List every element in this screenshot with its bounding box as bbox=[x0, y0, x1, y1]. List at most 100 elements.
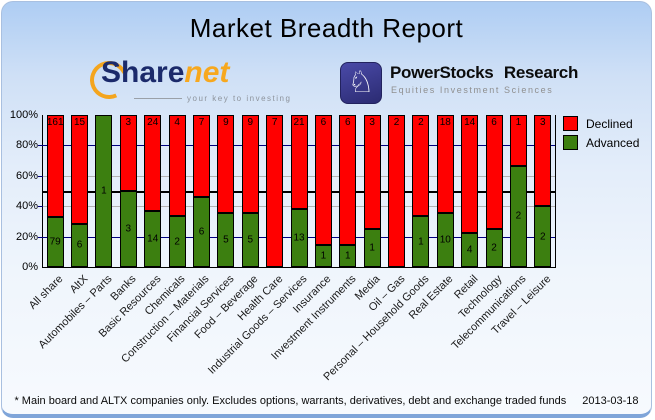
y-axis-label: 40% bbox=[15, 200, 38, 213]
footer-note: * Main board and ALTX companies only. Ex… bbox=[14, 395, 567, 407]
advanced-value: 10 bbox=[439, 234, 451, 246]
y-axis-tick bbox=[38, 236, 43, 238]
knight-icon: ♘ bbox=[347, 65, 375, 100]
bar-altx: 15 6 bbox=[71, 115, 89, 267]
x-axis-label: Food – Beverage bbox=[192, 273, 261, 342]
advanced-value: 6 bbox=[198, 226, 205, 238]
x-axis-label: Media bbox=[352, 273, 383, 303]
bar-industrial-goods-services: 21 13 bbox=[290, 115, 308, 267]
declined-value: 2 bbox=[393, 117, 400, 128]
page-title: Market Breadth Report bbox=[189, 13, 464, 43]
advanced-value: 4 bbox=[466, 244, 473, 256]
powerstocks-name: PowerStocks Research bbox=[390, 63, 579, 82]
bar-segment-declined: 7 bbox=[266, 115, 284, 267]
y-axis-tick bbox=[38, 206, 43, 208]
bar-segment-advanced: 1 bbox=[412, 216, 430, 267]
bar-segment-declined: 15 bbox=[71, 115, 89, 224]
x-axis-label: Insurance bbox=[291, 273, 334, 316]
bar-segment-declined: 9 bbox=[217, 115, 235, 213]
bar-health-care: 7 bbox=[266, 115, 284, 267]
bar-segment-declined: 24 bbox=[144, 115, 162, 211]
declined-value: 9 bbox=[223, 117, 229, 128]
advanced-value: 2 bbox=[491, 242, 497, 254]
declined-value: 2 bbox=[418, 117, 424, 128]
advanced-value: 1 bbox=[418, 236, 424, 248]
bar-segment-declined: 7 bbox=[192, 115, 210, 197]
legend-item-declined: Declined bbox=[563, 114, 639, 133]
advanced-value: 2 bbox=[174, 236, 180, 248]
x-axis-label: Travel – Leisure bbox=[489, 273, 554, 337]
x-axis-label: All share bbox=[26, 273, 66, 312]
bar-segment-advanced: 1 bbox=[314, 245, 332, 267]
bar-oil-gas: 2 bbox=[388, 115, 406, 267]
bar-segment-declined: 21 bbox=[290, 115, 308, 209]
bar-segment-advanced: 5 bbox=[217, 212, 235, 267]
bar-segment-declined: 1 bbox=[509, 115, 527, 166]
x-axis-label: Financial Services bbox=[164, 273, 237, 345]
y-axis-label: 80% bbox=[15, 139, 38, 152]
bar-segment-declined: 2 bbox=[412, 115, 430, 217]
declined-value: 6 bbox=[344, 117, 351, 128]
declined-value: 6 bbox=[491, 117, 497, 128]
advanced-value: 1 bbox=[344, 250, 351, 262]
bar-segment-declined: 3 bbox=[363, 115, 381, 229]
declined-value: 7 bbox=[271, 117, 278, 128]
powerstocks-logo: ♘ PowerStocks Research Equities Investme… bbox=[340, 60, 578, 110]
bar-segment-declined: 6 bbox=[339, 115, 357, 246]
advanced-value: 14 bbox=[147, 233, 159, 245]
x-axis-label: Retail bbox=[451, 273, 481, 302]
bar-segment-advanced: 1 bbox=[95, 115, 113, 267]
sharenet-wordmark: Sharenet bbox=[101, 56, 230, 89]
y-axis-label: 0% bbox=[22, 261, 38, 273]
y-axis-tick bbox=[38, 175, 43, 177]
bar-segment-advanced: 2 bbox=[534, 206, 552, 267]
bar-basic-resources: 24 14 bbox=[144, 115, 162, 267]
x-axis-label: Personal – Household Goods bbox=[321, 273, 432, 384]
bar-segment-advanced: 6 bbox=[71, 223, 89, 267]
powerstocks-badge: ♘ bbox=[340, 62, 382, 104]
advanced-value: 13 bbox=[293, 232, 305, 244]
bar-segment-declined: 18 bbox=[436, 115, 454, 213]
bar-segment-declined: 6 bbox=[314, 115, 332, 246]
bar-segment-declined: 161 bbox=[46, 115, 64, 217]
y-axis-label: 20% bbox=[15, 230, 38, 243]
footer: * Main board and ALTX companies only. Ex… bbox=[2, 395, 651, 407]
sharenet-tagline: your key to investing bbox=[187, 94, 292, 103]
bar-segment-advanced: 13 bbox=[290, 208, 308, 267]
declined-value: 18 bbox=[439, 117, 451, 128]
bar-segment-declined: 6 bbox=[485, 115, 503, 229]
sharenet-tagline-rule bbox=[134, 98, 182, 99]
advanced-value: 1 bbox=[369, 242, 375, 254]
bar-segment-advanced: 4 bbox=[461, 233, 479, 267]
x-axis-label: Technology bbox=[456, 273, 505, 321]
bar-segment-declined: 9 bbox=[241, 115, 259, 213]
bar-segment-advanced: 2 bbox=[168, 216, 186, 267]
declined-value: 3 bbox=[540, 117, 546, 128]
y-axis-tick bbox=[38, 145, 43, 147]
powerstocks-tagline: Equities Investment Sciences bbox=[391, 85, 554, 95]
bar-segment-declined: 2 bbox=[388, 115, 406, 267]
x-axis-label: Telecommunications bbox=[449, 273, 529, 352]
declined-value: 3 bbox=[125, 117, 132, 128]
bar-all-share: 161 79 bbox=[46, 115, 64, 267]
bar-segment-declined: 3 bbox=[534, 115, 552, 207]
sharenet-logo: Sharenet your key to investing bbox=[84, 55, 290, 112]
bar-segment-advanced: 2 bbox=[485, 229, 503, 267]
x-axis-label: Construction – Materials bbox=[119, 273, 212, 366]
x-axis-label: Health Care bbox=[235, 273, 286, 323]
x-axis-label: Banks bbox=[108, 273, 139, 304]
x-axis-label: AltX bbox=[67, 273, 91, 296]
legend: Declined Advanced bbox=[563, 114, 639, 152]
advanced-value: 6 bbox=[76, 239, 83, 251]
y-axis-label: 100% bbox=[9, 109, 38, 121]
legend-swatch-advanced bbox=[563, 135, 578, 150]
plot-area: 161 79 15 6 1 3 3 24 14 4 2 7 6 9 5 9 5 7 21 13 6 1 6 1 3 1 2 2 1 18 1… bbox=[42, 115, 556, 268]
x-axis-label: Industrial Goods – Services bbox=[205, 273, 310, 377]
